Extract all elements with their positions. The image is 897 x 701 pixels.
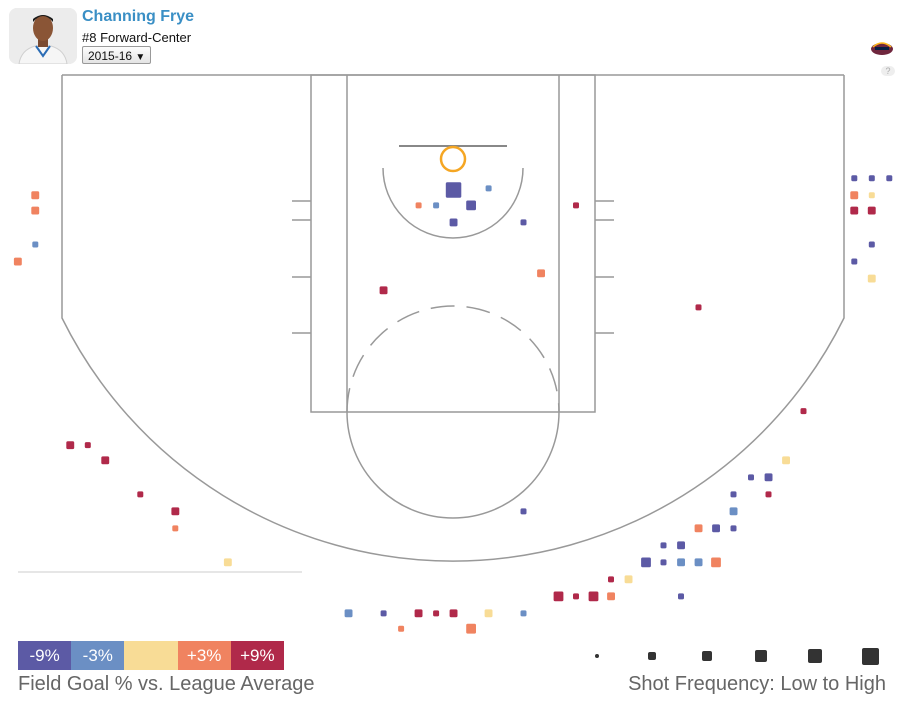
shot-marker <box>380 610 387 617</box>
shot-marker <box>573 593 579 600</box>
player-photo <box>9 8 77 64</box>
lane-hash-marks <box>292 200 614 334</box>
free-throw-circle-bottom <box>346 411 560 519</box>
season-value: 2015-16 <box>88 49 133 63</box>
shot-marker <box>868 192 875 199</box>
shot-marker <box>607 592 615 601</box>
legend-cell-minus9: -9% <box>18 641 72 670</box>
shot-marker <box>608 576 614 583</box>
shot-marker <box>520 219 527 226</box>
shot-marker <box>765 491 772 498</box>
legend-cell-zero <box>124 641 178 670</box>
shot-marker <box>520 508 527 515</box>
shot-marker <box>712 524 720 533</box>
help-icon[interactable]: ? <box>881 66 895 76</box>
shot-marker <box>867 274 876 283</box>
shot-marker <box>624 575 633 584</box>
shot-marker <box>449 218 458 227</box>
shot-marker <box>172 525 179 532</box>
shot-marker <box>537 269 545 278</box>
legend-cell-plus3: +3% <box>177 641 231 670</box>
rim <box>439 145 467 173</box>
frequency-level-4 <box>755 650 767 662</box>
season-select[interactable]: 2015-16 ▼ <box>82 46 152 64</box>
frequency-level-3 <box>702 651 712 661</box>
shot-marker <box>588 591 599 602</box>
shot-marker <box>729 507 738 516</box>
shot-marker <box>730 491 737 498</box>
shot-marker <box>782 456 790 465</box>
shot-marker <box>31 191 40 200</box>
shot-marker <box>31 206 40 215</box>
shot-marker <box>171 507 180 516</box>
shot-marker <box>641 557 651 568</box>
shot-marker <box>445 182 462 198</box>
shot-marker <box>660 542 667 549</box>
fg-legend: -9% -3% +3% +9% <box>18 641 284 670</box>
shot-marker <box>800 408 807 415</box>
shot-markers <box>13 175 893 634</box>
shot-marker <box>137 491 144 498</box>
shot-marker <box>344 609 353 618</box>
shot-marker <box>851 175 858 182</box>
shot-marker <box>101 456 110 465</box>
shot-marker <box>886 175 893 182</box>
shot-marker <box>694 524 703 533</box>
restricted-area <box>382 167 524 239</box>
three-point-line <box>61 75 845 562</box>
frequency-level-5 <box>808 649 822 663</box>
shot-marker <box>695 304 702 311</box>
shot-marker <box>433 202 440 209</box>
shot-marker <box>748 474 754 481</box>
shot-marker <box>851 258 858 265</box>
frequency-level-1 <box>595 654 599 658</box>
shot-marker <box>678 593 684 600</box>
shot-marker <box>66 441 75 450</box>
shot-marker <box>32 241 39 248</box>
outer-lane <box>310 74 596 413</box>
shot-marker <box>414 609 423 618</box>
shot-marker <box>711 557 721 568</box>
shot-marker <box>84 442 91 449</box>
shot-marker <box>484 609 493 618</box>
frequency-legend-title: Shot Frequency: Low to High <box>628 673 886 695</box>
chevron-down-icon: ▼ <box>135 52 146 63</box>
shot-marker <box>868 175 875 182</box>
shot-marker <box>677 558 685 567</box>
shot-marker <box>677 541 685 550</box>
shot-marker <box>868 241 875 248</box>
free-throw-circle-top <box>346 305 560 413</box>
shot-marker <box>466 200 476 211</box>
shot-marker <box>520 610 527 617</box>
shot-marker <box>485 185 492 192</box>
player-position: #8 Forward-Center <box>82 30 192 45</box>
court-lines <box>18 74 845 573</box>
shot-marker <box>13 257 22 266</box>
legend-cell-plus9: +9% <box>230 641 284 670</box>
shot-marker <box>660 559 667 566</box>
shot-marker <box>398 625 405 632</box>
shot-marker <box>553 591 564 602</box>
team-logo <box>869 40 895 56</box>
shot-marker <box>379 286 388 295</box>
player-silhouette-icon <box>9 8 77 64</box>
shot-marker <box>573 202 579 209</box>
shot-marker <box>850 206 859 215</box>
shot-marker <box>764 473 773 482</box>
shot-marker <box>415 202 422 209</box>
legend-cell-minus3: -3% <box>71 641 125 670</box>
player-name-link[interactable]: Channing Frye <box>82 8 195 25</box>
shot-marker <box>694 558 703 567</box>
frequency-level-2 <box>648 652 656 660</box>
fg-legend-title: Field Goal % vs. League Average <box>18 673 315 695</box>
shot-marker <box>433 610 440 617</box>
shot-marker <box>449 609 458 618</box>
shot-marker <box>850 191 859 200</box>
frequency-level-6 <box>861 647 879 665</box>
shot-marker <box>466 623 476 634</box>
shot-marker <box>223 558 232 567</box>
shot-marker <box>867 206 876 215</box>
shot-marker <box>730 525 737 532</box>
